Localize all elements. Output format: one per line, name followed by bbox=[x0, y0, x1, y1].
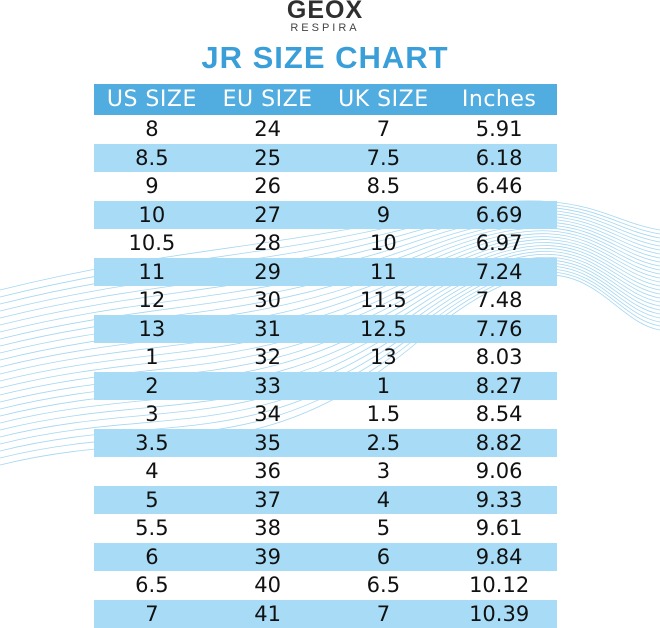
cell-inches: 10.12 bbox=[441, 571, 557, 600]
cell-us-size: 4 bbox=[94, 457, 210, 486]
cell-inches: 7.48 bbox=[441, 286, 557, 315]
cell-uk-size: 1.5 bbox=[326, 400, 442, 429]
cell-eu-size: 39 bbox=[210, 543, 326, 572]
cell-uk-size: 7 bbox=[326, 600, 442, 628]
cell-eu-size: 28 bbox=[210, 229, 326, 258]
cell-us-size: 6 bbox=[94, 543, 210, 572]
cell-uk-size: 3 bbox=[326, 457, 442, 486]
cell-inches: 7.24 bbox=[441, 258, 557, 287]
cell-eu-size: 34 bbox=[210, 400, 326, 429]
cell-us-size: 5 bbox=[94, 486, 210, 515]
cell-eu-size: 40 bbox=[210, 571, 326, 600]
header-uk-size: UK SIZE bbox=[326, 84, 442, 115]
cell-uk-size: 11 bbox=[326, 258, 442, 287]
cell-eu-size: 32 bbox=[210, 343, 326, 372]
cell-us-size: 10.5 bbox=[94, 229, 210, 258]
chart-title: JR SIZE CHART bbox=[0, 40, 650, 76]
cell-uk-size: 6 bbox=[326, 543, 442, 572]
cell-uk-size: 7 bbox=[326, 115, 442, 144]
cell-eu-size: 27 bbox=[210, 201, 326, 230]
cell-uk-size: 2.5 bbox=[326, 429, 442, 458]
cell-inches: 5.91 bbox=[441, 115, 557, 144]
brand-tagline: RESPIRA bbox=[0, 22, 650, 34]
cell-uk-size: 13 bbox=[326, 343, 442, 372]
cell-inches: 10.39 bbox=[441, 600, 557, 628]
cell-uk-size: 5 bbox=[326, 514, 442, 543]
cell-eu-size: 37 bbox=[210, 486, 326, 515]
cell-uk-size: 11.5 bbox=[326, 286, 442, 315]
cell-us-size: 3.5 bbox=[94, 429, 210, 458]
cell-eu-size: 36 bbox=[210, 457, 326, 486]
cell-inches: 6.18 bbox=[441, 144, 557, 173]
cell-inches: 9.61 bbox=[441, 514, 557, 543]
cell-us-size: 10 bbox=[94, 201, 210, 230]
cell-inches: 6.46 bbox=[441, 172, 557, 201]
cell-us-size: 1 bbox=[94, 343, 210, 372]
header-inches: Inches bbox=[441, 84, 557, 115]
cell-eu-size: 38 bbox=[210, 514, 326, 543]
cell-uk-size: 12.5 bbox=[326, 315, 442, 344]
cell-uk-size: 9 bbox=[326, 201, 442, 230]
cell-eu-size: 33 bbox=[210, 372, 326, 401]
cell-inches: 8.03 bbox=[441, 343, 557, 372]
cell-eu-size: 26 bbox=[210, 172, 326, 201]
cell-us-size: 3 bbox=[94, 400, 210, 429]
cell-inches: 9.33 bbox=[441, 486, 557, 515]
cell-uk-size: 4 bbox=[326, 486, 442, 515]
header-eu-size: EU SIZE bbox=[210, 84, 326, 115]
cell-uk-size: 8.5 bbox=[326, 172, 442, 201]
cell-eu-size: 24 bbox=[210, 115, 326, 144]
cell-eu-size: 41 bbox=[210, 600, 326, 628]
cell-eu-size: 29 bbox=[210, 258, 326, 287]
cell-us-size: 13 bbox=[94, 315, 210, 344]
cell-us-size: 11 bbox=[94, 258, 210, 287]
cell-inches: 8.82 bbox=[441, 429, 557, 458]
cell-eu-size: 25 bbox=[210, 144, 326, 173]
cell-inches: 7.76 bbox=[441, 315, 557, 344]
cell-uk-size: 10 bbox=[326, 229, 442, 258]
cell-eu-size: 31 bbox=[210, 315, 326, 344]
cell-inches: 9.06 bbox=[441, 457, 557, 486]
cell-eu-size: 30 bbox=[210, 286, 326, 315]
cell-inches: 9.84 bbox=[441, 543, 557, 572]
cell-us-size: 12 bbox=[94, 286, 210, 315]
cell-inches: 6.69 bbox=[441, 201, 557, 230]
header-row: US SIZE EU SIZE UK SIZE Inches bbox=[94, 84, 557, 115]
cell-us-size: 8 bbox=[94, 115, 210, 144]
cell-inches: 6.97 bbox=[441, 229, 557, 258]
cell-us-size: 9 bbox=[94, 172, 210, 201]
cell-us-size: 7 bbox=[94, 600, 210, 628]
cell-uk-size: 1 bbox=[326, 372, 442, 401]
cell-us-size: 6.5 bbox=[94, 571, 210, 600]
cell-us-size: 2 bbox=[94, 372, 210, 401]
cell-us-size: 5.5 bbox=[94, 514, 210, 543]
cell-inches: 8.54 bbox=[441, 400, 557, 429]
cell-inches: 8.27 bbox=[441, 372, 557, 401]
cell-us-size: 8.5 bbox=[94, 144, 210, 173]
cell-uk-size: 6.5 bbox=[326, 571, 442, 600]
cell-eu-size: 35 bbox=[210, 429, 326, 458]
header-us-size: US SIZE bbox=[94, 84, 210, 115]
cell-uk-size: 7.5 bbox=[326, 144, 442, 173]
